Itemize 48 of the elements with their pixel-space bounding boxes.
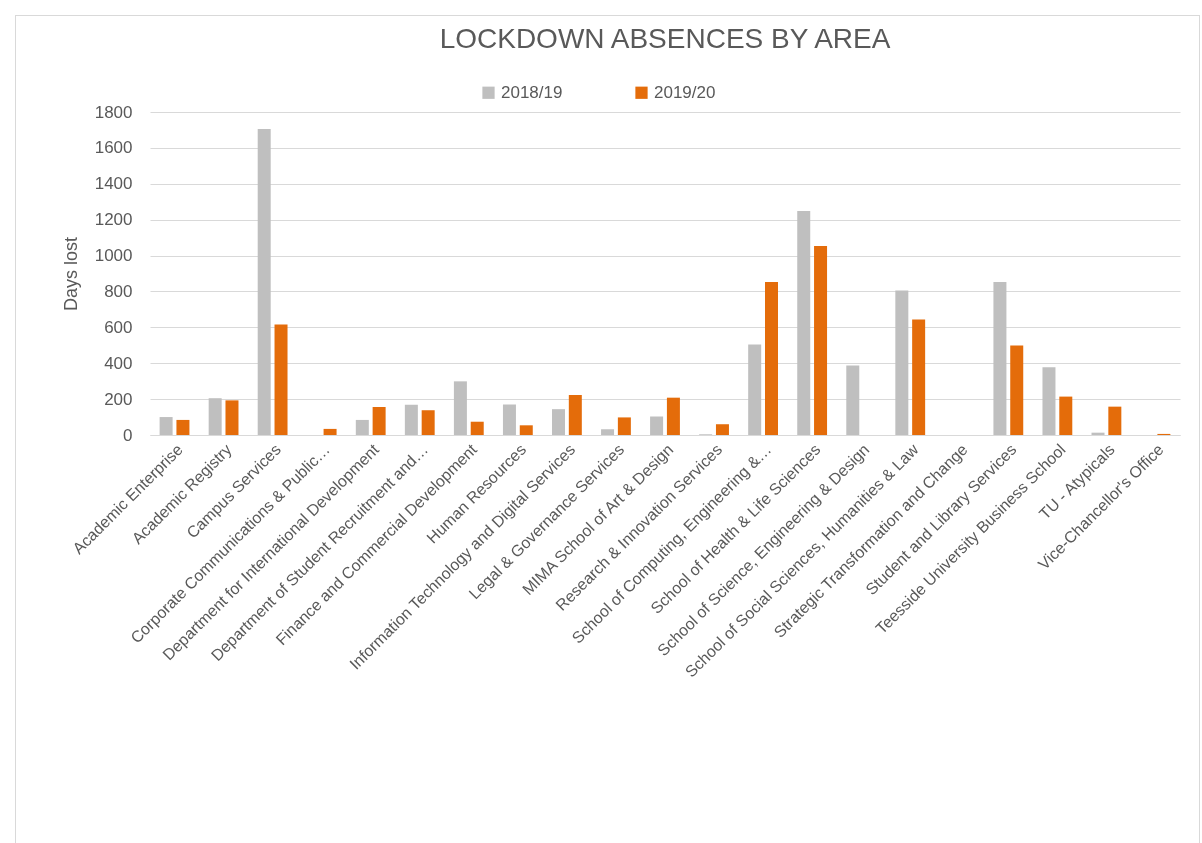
y-axis-title: Days lost bbox=[60, 236, 81, 312]
bar bbox=[372, 407, 386, 435]
bar bbox=[519, 425, 533, 435]
y-tick-label: 1000 bbox=[94, 246, 133, 266]
y-tick-label: 1800 bbox=[94, 102, 133, 122]
bar bbox=[617, 417, 631, 435]
bar bbox=[453, 381, 467, 435]
bar bbox=[568, 394, 582, 435]
y-tick-label: 800 bbox=[104, 281, 133, 301]
bar bbox=[666, 397, 680, 435]
bar bbox=[502, 404, 516, 435]
y-tick-label: 1200 bbox=[94, 210, 133, 230]
bar bbox=[1059, 396, 1073, 435]
bar bbox=[355, 419, 369, 435]
bar bbox=[159, 417, 173, 435]
bar bbox=[912, 319, 926, 435]
y-tick-label: 1400 bbox=[94, 174, 133, 194]
bar bbox=[814, 246, 828, 435]
bar bbox=[1010, 345, 1024, 435]
bar bbox=[1042, 367, 1056, 435]
bar bbox=[715, 424, 729, 435]
legend-label: 2019/20 bbox=[654, 82, 716, 102]
bar bbox=[1108, 406, 1122, 435]
y-tick-label: 1600 bbox=[94, 138, 133, 158]
bar bbox=[993, 282, 1007, 435]
bar bbox=[225, 400, 239, 435]
y-tick-label: 200 bbox=[104, 389, 133, 409]
y-tick-label: 400 bbox=[104, 353, 133, 373]
bar bbox=[470, 421, 484, 435]
y-tick-label: 0 bbox=[123, 425, 133, 445]
bar bbox=[650, 416, 664, 435]
bar bbox=[404, 404, 418, 435]
bar bbox=[552, 409, 565, 435]
bar bbox=[176, 419, 190, 435]
legend-label: 2018/19 bbox=[501, 82, 563, 102]
bar bbox=[895, 290, 909, 435]
bar bbox=[323, 428, 337, 435]
bar bbox=[797, 211, 811, 435]
bar bbox=[846, 365, 860, 435]
bar bbox=[421, 410, 435, 435]
bar bbox=[208, 398, 222, 435]
bar bbox=[257, 129, 271, 435]
bar bbox=[274, 324, 288, 435]
bar bbox=[601, 429, 615, 435]
chart-title: LOCKDOWN ABSENCES BY AREA bbox=[439, 23, 891, 54]
bar bbox=[748, 344, 762, 435]
bar bbox=[765, 282, 778, 435]
y-tick-label: 600 bbox=[104, 317, 133, 337]
